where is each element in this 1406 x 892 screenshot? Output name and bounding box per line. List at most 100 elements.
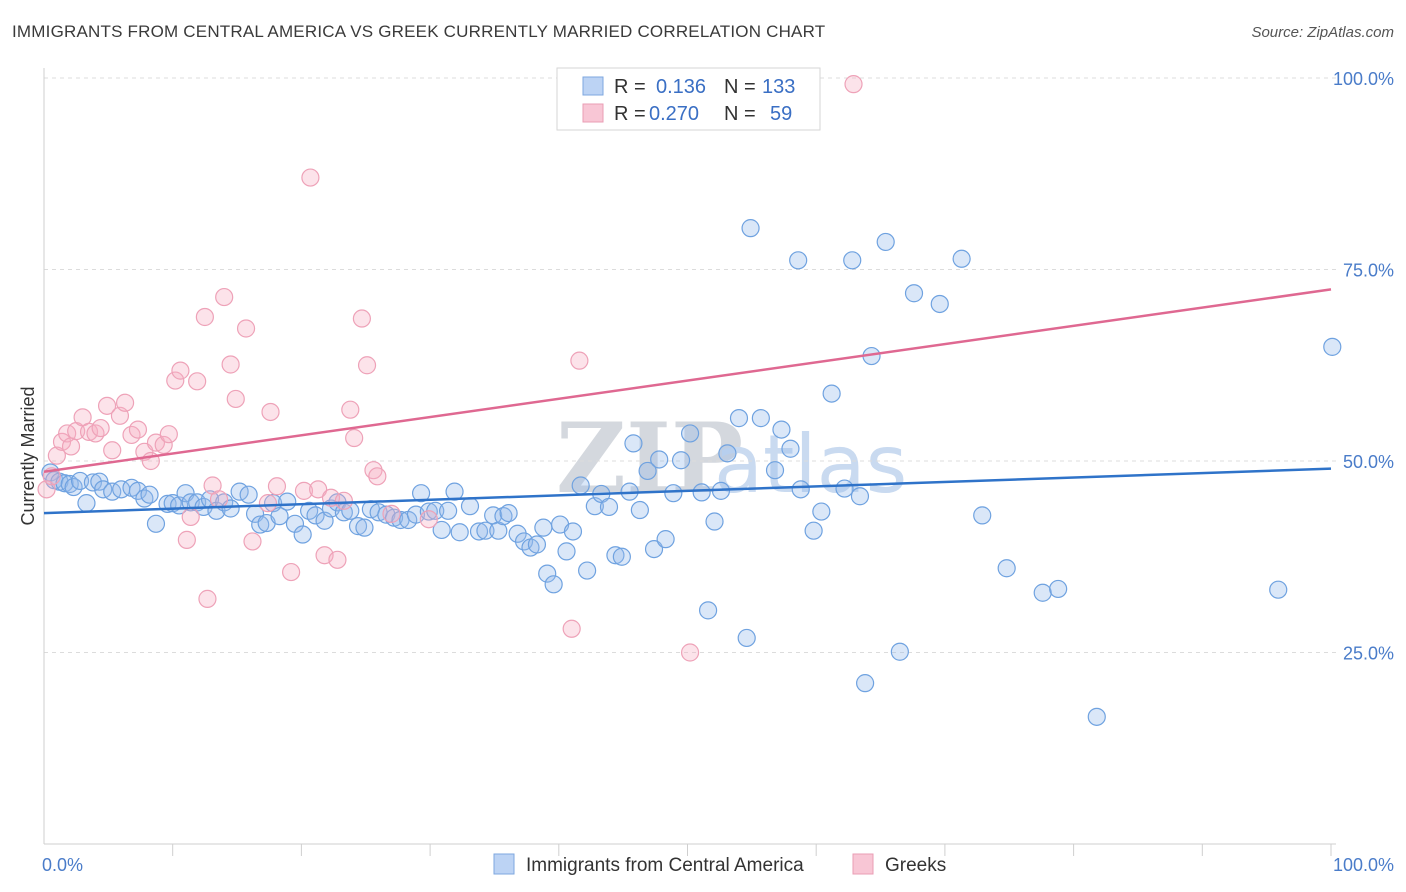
data-point [460,497,480,516]
data-point [680,424,700,443]
data-point [300,501,319,520]
data-point [91,418,110,438]
data-point [251,515,270,534]
data-point [61,437,81,456]
data-point [293,525,312,544]
data-point [159,425,178,444]
data-point [215,287,234,307]
data-point [1049,579,1068,599]
data-point [83,473,103,492]
data-point [534,518,553,537]
data-point [772,420,791,439]
data-point [239,485,258,504]
x-ticks [172,844,1332,856]
bottom-legend-swatch-greeks [852,853,874,875]
watermark: ZIP atlas [556,402,907,515]
data-point [650,450,669,469]
data-point [419,502,438,521]
data-point [411,484,431,503]
data-point [97,396,117,415]
x-tick-label-min: 0.0% [42,855,83,875]
data-point [698,601,718,620]
data-point [79,422,99,441]
data-point [692,483,711,502]
data-point [904,284,924,303]
data-point [494,507,513,526]
data-point [198,589,217,608]
data-point [850,487,870,506]
data-point [267,477,287,496]
data-point [765,461,785,480]
data-point [890,642,909,661]
trend-line-central-america [43,467,1332,515]
data-point [527,535,547,554]
y-tick-label: 50.0% [1343,452,1394,472]
data-point [812,502,831,521]
data-point [261,402,280,422]
data-point [419,510,438,529]
series-central-america [41,219,1342,726]
bottom-legend: Immigrants from Central America Greeks [493,853,946,876]
data-point [544,575,563,594]
data-point [171,361,190,380]
data-point [195,307,214,327]
data-point [624,434,643,453]
data-point [1033,583,1052,602]
data-point [209,490,229,509]
data-point [328,550,347,569]
data-point [103,441,122,460]
legend-r-value-0: 0.136 [656,76,706,98]
data-point [306,506,325,525]
y-axis-label: Currently Married [18,386,38,525]
data-point [930,294,949,314]
data-point [843,251,862,270]
data-point [1087,707,1106,726]
y-tick-label: 100.0% [1333,69,1394,89]
data-point [278,492,297,511]
data-point [844,75,863,94]
data-point [357,356,377,375]
data-point [952,249,971,268]
data-point [804,521,823,540]
data-point [236,319,256,338]
data-point [476,521,495,540]
data-point [348,517,368,536]
data-point [630,500,649,520]
data-point [781,439,800,458]
data-point [741,219,760,238]
data-point [563,522,583,541]
data-point [729,409,749,428]
data-point [570,351,589,370]
data-point [341,400,360,419]
data-point [680,643,700,662]
data-point [469,522,489,541]
data-point [154,435,173,455]
data-point [352,309,371,328]
data-point [146,514,166,533]
data-point [355,518,374,537]
trend-line-greeks [43,288,1332,473]
data-point [439,501,458,520]
data-point [571,476,590,495]
bottom-legend-swatch-central-america [493,853,515,875]
chart-title: IMMIGRANTS FROM CENTRAL AMERICA VS GREEK… [12,22,826,41]
legend-n-label-0: N = [724,76,756,98]
data-point [221,355,240,374]
watermark-zip: ZIP [556,402,743,515]
data-point [557,542,576,561]
legend: R = 0.136 N = 133 R = 0.270 N = 59 [556,67,821,131]
data-point [294,481,314,500]
legend-swatch-greeks [582,103,604,123]
data-point [1269,580,1288,599]
data-point [856,674,875,693]
data-point [656,530,675,549]
bottom-legend-label-greeks: Greeks [885,855,946,876]
y-tick-labels: 25.0% 50.0% 75.0% 100.0% [1333,69,1394,664]
data-point [562,619,581,638]
data-point [664,484,683,503]
data-point [538,564,557,583]
watermark-atlas: atlas [714,418,907,511]
data-point [181,507,200,527]
legend-n-label-1: N = [724,103,756,125]
